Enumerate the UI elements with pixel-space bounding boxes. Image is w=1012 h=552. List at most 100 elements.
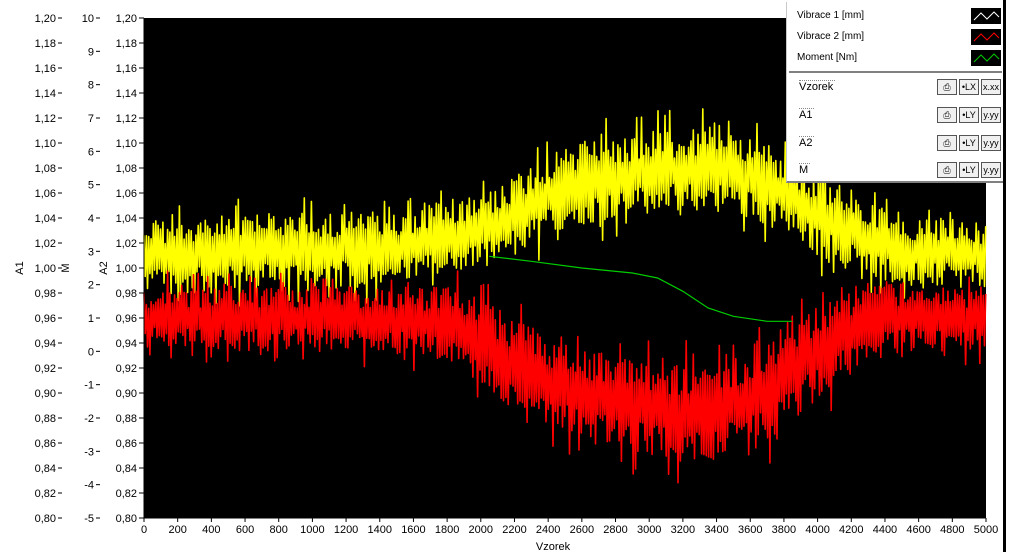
y-tick-label: 0,98: [116, 288, 137, 300]
y-tick-label: 0,90: [35, 388, 56, 400]
y-tick-label: 0,98: [35, 288, 56, 300]
x-tick-label: 2000: [469, 524, 493, 536]
axis-format-icon[interactable]: ⎙: [937, 107, 957, 123]
y-tick-label: 1,12: [116, 113, 137, 125]
axis-scale-button[interactable]: •LY: [959, 135, 979, 151]
legend-item-vibrace-2[interactable]: Vibrace 2 [mm]: [797, 29, 1002, 47]
y-tick-label: 1,16: [35, 63, 56, 75]
x-tick-label: 3600: [738, 524, 762, 536]
axis-scale-button[interactable]: •LY: [959, 162, 979, 178]
y-tick-label: -2: [84, 413, 94, 425]
axis-format-button[interactable]: y.yy: [981, 135, 1001, 151]
x-tick-label: 1000: [300, 524, 324, 536]
axis-row-a2: A2 ⎙ •LY y.yy: [795, 132, 1001, 154]
axis-row-vzorek: Vzorek ⎙ •LX x.xx: [795, 76, 1001, 98]
y-tick-label: 0,82: [35, 488, 56, 500]
y-tick-label: 1,04: [116, 213, 137, 225]
axis-name: A2: [799, 136, 815, 149]
x-tick-label: 800: [270, 524, 288, 536]
y-tick-label: 0,80: [35, 513, 56, 525]
x-tick-label: 200: [169, 524, 187, 536]
x-tick-label: 4200: [839, 524, 863, 536]
x-tick-label: 0: [141, 524, 147, 536]
legend-swatch-icon: [971, 29, 1001, 45]
legend-label: Vibrace 1 [mm]: [797, 10, 865, 21]
x-tick-label: 4400: [873, 524, 897, 536]
y-tick-label: 3: [88, 246, 94, 258]
y-tick-label: 4: [88, 213, 94, 225]
x-tick-label: 2200: [502, 524, 526, 536]
y-axis-title-a1: A1: [14, 261, 26, 274]
legend-swatch-icon: [971, 50, 1001, 66]
x-tick-label: 1600: [401, 524, 425, 536]
x-tick-label: 3400: [704, 524, 728, 536]
axis-name: Vzorek: [799, 80, 836, 93]
y-tick-label: 0,94: [35, 338, 56, 350]
x-tick-label: 1400: [368, 524, 392, 536]
y-tick-label: 5: [88, 180, 94, 192]
y-tick-label: 1,12: [35, 113, 56, 125]
y-tick-label: 1,00: [116, 263, 137, 275]
x-tick-label: 5000: [974, 524, 998, 536]
y-tick-label: 1: [88, 313, 94, 325]
x-tick-label: 3800: [772, 524, 796, 536]
y-tick-label: 0,86: [35, 438, 56, 450]
x-tick-label: 400: [202, 524, 220, 536]
x-tick-label: 1200: [334, 524, 358, 536]
y-tick-label: 0,96: [35, 313, 56, 325]
x-tick-label: 4600: [906, 524, 930, 536]
axis-format-button[interactable]: y.yy: [981, 107, 1001, 123]
y-tick-label: -4: [84, 480, 94, 492]
series-line: [143, 108, 987, 307]
y-tick-label: 1,10: [35, 138, 56, 150]
y-tick-label: 0,80: [116, 513, 137, 525]
legend-swatch-icon: [971, 8, 1001, 24]
x-tick-label: 4000: [805, 524, 829, 536]
y-tick-label: 1,20: [35, 13, 56, 25]
y-tick-label: 0,84: [116, 463, 137, 475]
series-line: [143, 270, 987, 484]
axis-format-button[interactable]: y.yy: [981, 162, 1001, 178]
series-line: [489, 255, 793, 322]
y-tick-label: 10: [82, 13, 94, 25]
x-tick-label: 2600: [570, 524, 594, 536]
y-tick-label: 0,86: [116, 438, 137, 450]
y-tick-label: 1,14: [35, 88, 56, 100]
x-tick-label: 2400: [536, 524, 560, 536]
y-tick-label: 1,16: [116, 63, 137, 75]
y-tick-label: 1,06: [35, 188, 56, 200]
y-tick-label: 0: [88, 346, 94, 358]
series-vibrace-2: [143, 270, 987, 484]
legend-item-vibrace-1[interactable]: Vibrace 1 [mm]: [797, 8, 1002, 26]
axis-name: A1: [799, 108, 815, 121]
axis-format-icon[interactable]: ⎙: [937, 162, 957, 178]
axis-format-button[interactable]: x.xx: [980, 79, 1001, 95]
y-tick-label: 6: [88, 146, 94, 158]
y-tick-label: 0,88: [116, 413, 137, 425]
axes: 0 200 400 600 800 1000 1200 1400 1600 1800 2000 220…: [35, 13, 999, 536]
axis-scale-button[interactable]: •LY: [959, 107, 979, 123]
y-axis-title-m: M: [60, 263, 72, 272]
y-tick-label: 1,02: [35, 238, 56, 250]
x-tick-label: 4800: [940, 524, 964, 536]
window-edge: [1003, 0, 1006, 552]
y-tick-label: 8: [88, 80, 94, 92]
y-tick-label: 2: [88, 280, 94, 292]
axis-scale-button[interactable]: •LX: [958, 79, 979, 95]
axis-format-icon[interactable]: ⎙: [937, 135, 957, 151]
y-tick-label: 1,04: [35, 213, 56, 225]
axis-format-icon[interactable]: ⎙: [936, 79, 957, 95]
y-tick-label: 1,14: [116, 88, 137, 100]
y-tick-label: -5: [84, 513, 94, 525]
x-tick-label: 3200: [671, 524, 695, 536]
legend-panel: Vibrace 1 [mm] Vibrace 2 [mm] Moment [Nm…: [786, 2, 1004, 183]
y-tick-label: 0,88: [35, 413, 56, 425]
y-tick-label: 1,06: [116, 188, 137, 200]
series-moment: [489, 255, 793, 322]
legend-item-moment[interactable]: Moment [Nm]: [797, 50, 1002, 68]
y-tick-label: 1,02: [116, 238, 137, 250]
axis-row-m: M ⎙ •LY y.yy: [795, 159, 1001, 181]
y-tick-label: 1,08: [116, 163, 137, 175]
x-tick-label: 1800: [435, 524, 459, 536]
y-tick-label: 0,90: [116, 388, 137, 400]
